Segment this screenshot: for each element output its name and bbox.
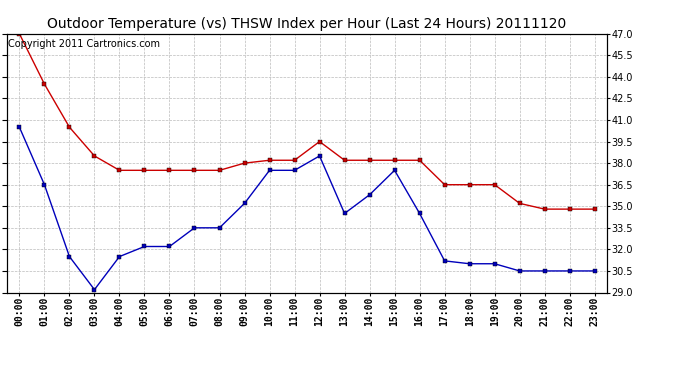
- Title: Outdoor Temperature (vs) THSW Index per Hour (Last 24 Hours) 20111120: Outdoor Temperature (vs) THSW Index per …: [48, 17, 566, 31]
- Text: Copyright 2011 Cartronics.com: Copyright 2011 Cartronics.com: [8, 39, 160, 49]
